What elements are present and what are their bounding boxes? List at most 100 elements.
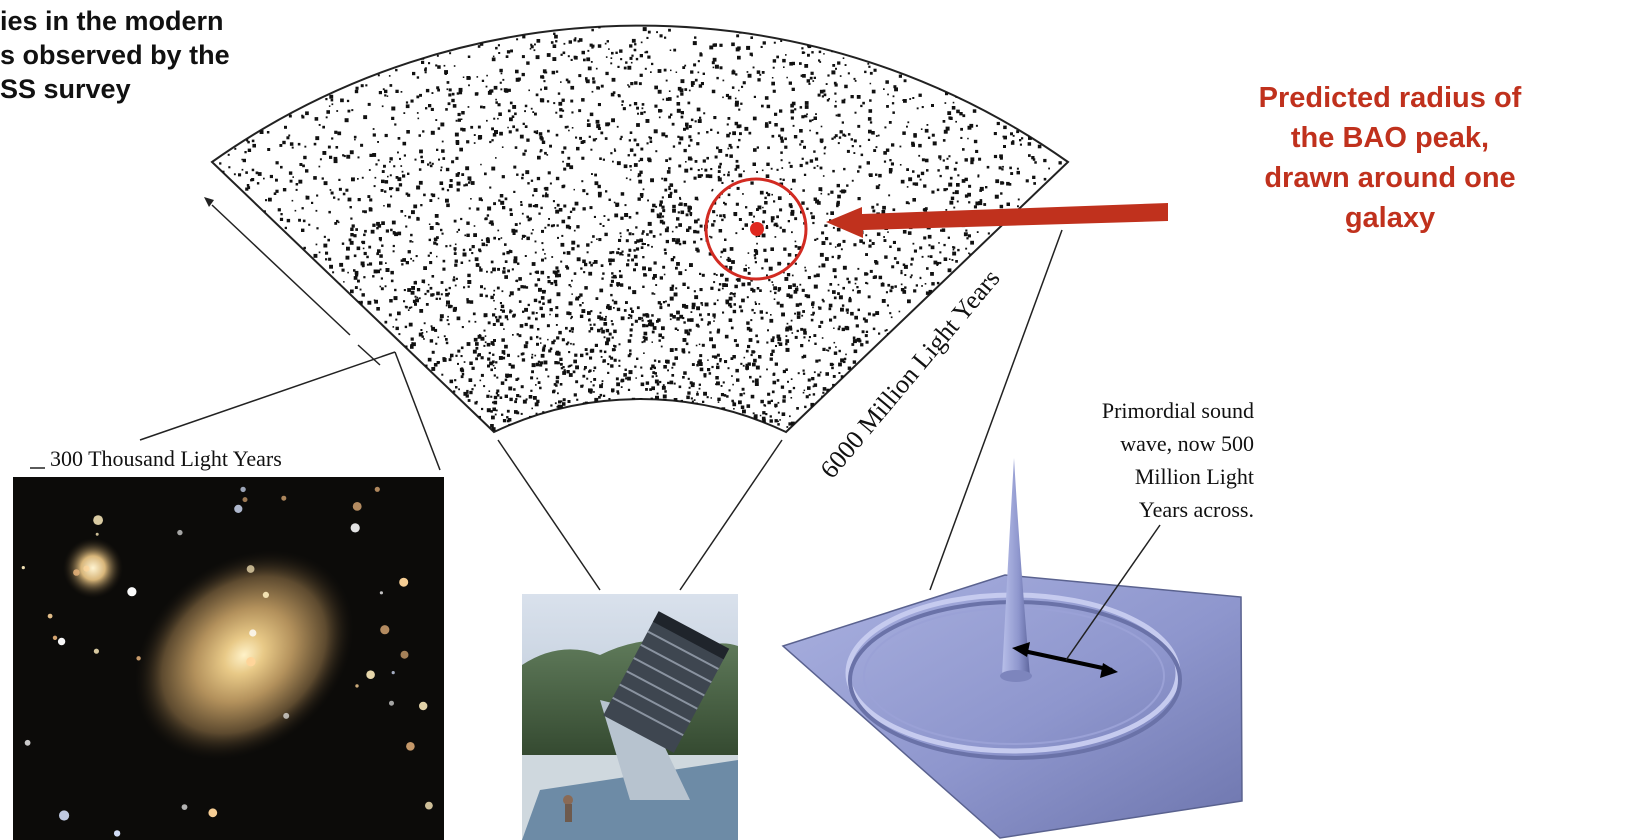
survey-galaxy-dot [527, 218, 531, 222]
survey-galaxy-dot [289, 268, 292, 270]
survey-galaxy-dot [435, 417, 438, 420]
survey-galaxy-dot [279, 144, 283, 147]
survey-galaxy-dot [738, 173, 743, 178]
survey-galaxy-dot [940, 405, 944, 408]
survey-galaxy-dot [490, 424, 494, 428]
survey-galaxy-dot [603, 322, 608, 326]
survey-galaxy-dot [611, 388, 615, 392]
survey-galaxy-dot [620, 235, 622, 238]
survey-galaxy-dot [637, 173, 642, 177]
survey-galaxy-dot [679, 6, 681, 8]
survey-galaxy-dot [344, 359, 348, 363]
survey-galaxy-dot [335, 158, 338, 161]
survey-galaxy-dot [570, 58, 573, 61]
survey-galaxy-dot [388, 458, 390, 460]
survey-galaxy-dot [721, 287, 724, 290]
survey-galaxy-dot [645, 314, 650, 318]
survey-galaxy-dot [1016, 300, 1020, 303]
survey-galaxy-dot [513, 165, 517, 169]
survey-galaxy-dot [509, 310, 512, 314]
survey-galaxy-dot [942, 120, 946, 123]
survey-galaxy-dot [146, 198, 148, 200]
survey-galaxy-dot [757, 78, 761, 82]
survey-galaxy-dot [1128, 159, 1130, 161]
survey-galaxy-dot [428, 223, 431, 225]
survey-galaxy-dot [425, 416, 429, 421]
survey-galaxy-dot [1111, 250, 1113, 252]
survey-galaxy-dot [477, 353, 481, 357]
survey-galaxy-dot [332, 334, 337, 339]
survey-galaxy-dot [854, 393, 857, 397]
survey-galaxy-dot [965, 229, 968, 232]
survey-galaxy-dot [364, 210, 367, 214]
survey-galaxy-dot [691, 302, 696, 307]
survey-galaxy-dot [282, 348, 287, 353]
survey-galaxy-dot [385, 229, 389, 233]
survey-galaxy-dot [953, 206, 956, 209]
survey-galaxy-dot [897, 472, 899, 474]
survey-galaxy-dot [187, 255, 190, 258]
survey-galaxy-dot [845, 308, 849, 312]
survey-galaxy-dot [642, 188, 645, 191]
survey-galaxy-dot [554, 207, 557, 209]
survey-galaxy-dot [995, 71, 1000, 75]
survey-galaxy-dot [701, 273, 705, 277]
survey-galaxy-dot [622, 8, 624, 10]
survey-galaxy-dot [864, 272, 868, 276]
survey-galaxy-dot [829, 395, 833, 399]
survey-galaxy-dot [360, 143, 364, 147]
survey-galaxy-dot [437, 88, 440, 92]
survey-galaxy-dot [536, 377, 539, 380]
survey-galaxy-dot [719, 358, 722, 361]
survey-galaxy-dot [251, 259, 255, 262]
survey-galaxy-dot [555, 209, 560, 214]
survey-galaxy-dot [735, 232, 738, 235]
survey-galaxy-dot [939, 174, 942, 178]
survey-galaxy-dot [659, 8, 661, 10]
survey-galaxy-dot [591, 28, 594, 32]
survey-galaxy-dot [423, 193, 426, 197]
survey-galaxy-dot [652, 235, 656, 238]
survey-galaxy-dot [846, 31, 850, 35]
survey-galaxy-dot [701, 343, 705, 347]
survey-galaxy-dot [1002, 165, 1004, 168]
survey-galaxy-dot [1112, 169, 1115, 172]
survey-galaxy-dot [883, 236, 885, 238]
survey-galaxy-dot [565, 326, 568, 330]
survey-galaxy-dot [719, 43, 723, 47]
survey-galaxy-dot [800, 344, 804, 348]
survey-galaxy-dot [197, 296, 200, 299]
survey-galaxy-dot [868, 173, 871, 176]
survey-galaxy-dot [639, 193, 644, 197]
survey-galaxy-dot [779, 208, 783, 212]
survey-galaxy-dot [555, 266, 559, 270]
survey-galaxy-dot [952, 62, 956, 66]
survey-galaxy-dot [620, 135, 623, 138]
survey-galaxy-dot [865, 253, 868, 256]
survey-galaxy-dot [295, 183, 299, 186]
survey-galaxy-dot [363, 276, 366, 279]
survey-galaxy-dot [451, 92, 455, 96]
survey-galaxy-dot [604, 42, 607, 45]
survey-galaxy-dot [978, 384, 982, 389]
survey-galaxy-dot [1034, 161, 1037, 164]
survey-galaxy-dot [832, 40, 835, 43]
survey-galaxy-dot [566, 22, 569, 25]
survey-galaxy-dot [795, 336, 797, 339]
survey-galaxy-dot [887, 231, 889, 233]
survey-galaxy-dot [940, 57, 945, 61]
survey-galaxy-dot [612, 160, 614, 163]
survey-galaxy-dot [608, 48, 610, 50]
survey-galaxy-dot [349, 206, 352, 209]
survey-galaxy-dot [712, 57, 717, 62]
survey-galaxy-dot [514, 146, 518, 149]
survey-galaxy-dot [716, 365, 720, 370]
survey-galaxy-dot [560, 8, 562, 10]
survey-galaxy-dot [943, 243, 946, 247]
survey-galaxy-dot [889, 454, 891, 456]
survey-galaxy-dot [535, 384, 537, 386]
survey-galaxy-dot [831, 70, 836, 75]
survey-galaxy-dot [412, 342, 416, 347]
survey-galaxy-dot [734, 284, 738, 289]
survey-galaxy-dot [875, 185, 880, 190]
